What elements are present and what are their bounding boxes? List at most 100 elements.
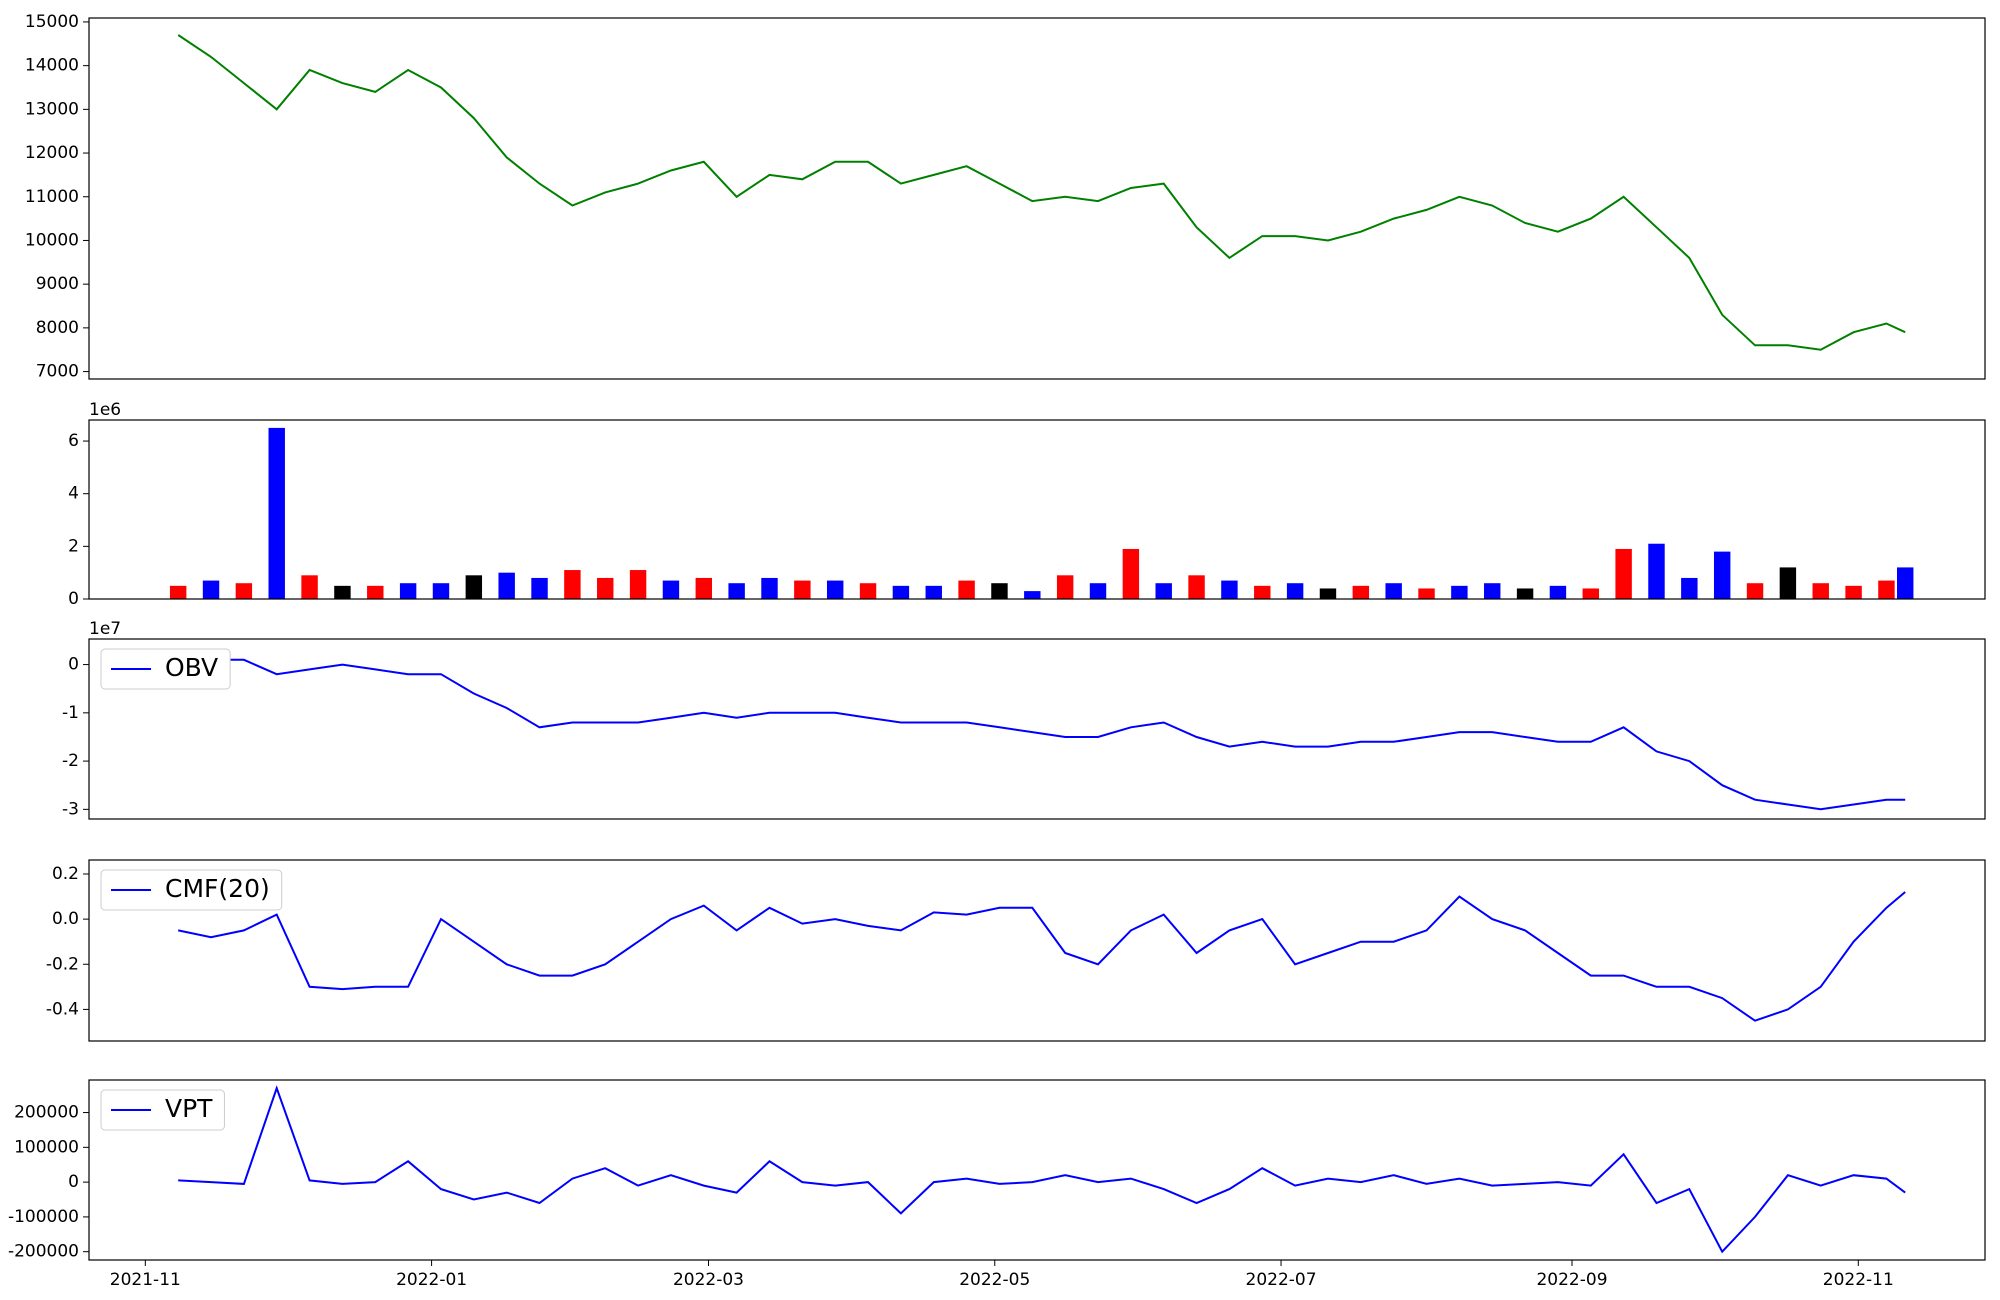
- bar: [1484, 583, 1501, 599]
- bar: [1812, 583, 1829, 599]
- bar: [1897, 567, 1914, 599]
- bar: [268, 427, 285, 599]
- y-tick-label: 100000: [14, 1137, 79, 1157]
- bar: [235, 583, 253, 599]
- bar: [531, 577, 548, 599]
- bar: [728, 583, 745, 599]
- bar: [432, 583, 450, 599]
- bar: [1648, 543, 1665, 599]
- bar: [1582, 588, 1599, 599]
- series-line: [177, 891, 1906, 1022]
- legend-label: CMF(20): [165, 874, 270, 903]
- y-tick-label: 8000: [36, 318, 79, 338]
- x-tick-label: 2022-03: [673, 1270, 744, 1290]
- bar: [1089, 583, 1107, 599]
- y-tick-label: 0: [68, 589, 79, 609]
- y-tick-label: 6: [68, 431, 79, 451]
- y-tick-label: 15000: [25, 12, 79, 32]
- y-tick-label: -0.4: [46, 999, 79, 1019]
- offset-label: 1e7: [89, 619, 121, 639]
- series-line: [177, 649, 1906, 811]
- bar: [367, 585, 384, 599]
- bar: [1155, 583, 1172, 599]
- y-tick-label: 0.2: [52, 864, 79, 884]
- bar: [859, 583, 877, 599]
- bar: [695, 577, 713, 599]
- legend-box: [100, 1089, 225, 1131]
- bar: [597, 577, 614, 599]
- legend-label: OBV: [165, 653, 218, 682]
- y-tick-label: 12000: [25, 143, 79, 163]
- bar: [1681, 577, 1698, 599]
- y-tick-label: -2: [62, 751, 79, 771]
- x-tick-label: 2022-07: [1246, 1270, 1317, 1290]
- bar: [301, 575, 318, 599]
- bar: [202, 580, 220, 599]
- bar: [826, 580, 844, 599]
- bar: [1122, 548, 1140, 599]
- plot-frame: [88, 1079, 1986, 1261]
- bar: [1779, 567, 1797, 599]
- y-tick-label: 11000: [25, 187, 79, 207]
- bar: [1286, 583, 1304, 599]
- y-tick-label: 0.0: [52, 909, 79, 929]
- bar: [498, 572, 515, 599]
- plot-frame: [88, 859, 1986, 1042]
- plot-frame: [88, 419, 1986, 600]
- legend-box: [100, 648, 231, 690]
- x-tick-label: 2022-11: [1823, 1270, 1894, 1290]
- bar: [1451, 585, 1468, 599]
- x-tick-label: 2022-09: [1536, 1270, 1607, 1290]
- bar: [1056, 575, 1074, 599]
- bar: [761, 577, 778, 599]
- bar: [794, 580, 811, 599]
- bar: [1319, 588, 1337, 599]
- plot-frame: [88, 638, 1986, 820]
- bar: [1188, 575, 1205, 599]
- bar: [169, 585, 187, 599]
- y-tick-label: 10000: [25, 230, 79, 250]
- bar: [892, 585, 910, 599]
- y-tick-label: 9000: [36, 274, 79, 294]
- y-tick-label: 2: [68, 536, 79, 556]
- y-tick-label: 14000: [25, 56, 79, 76]
- y-tick-label: 7000: [36, 362, 79, 382]
- y-tick-label: -1: [62, 703, 79, 723]
- y-tick-label: 4: [68, 484, 79, 504]
- y-tick-label: 0: [68, 655, 79, 675]
- bar: [334, 585, 351, 599]
- bar: [1615, 548, 1632, 599]
- bar: [1878, 580, 1895, 599]
- bar: [1845, 585, 1862, 599]
- x-tick-label: 2022-01: [396, 1270, 467, 1290]
- bar: [991, 583, 1008, 599]
- y-tick-label: 13000: [25, 99, 79, 119]
- y-tick-label: -0.2: [46, 954, 79, 974]
- bar: [1352, 585, 1370, 599]
- bar: [465, 575, 483, 599]
- y-tick-label: 0: [68, 1172, 79, 1192]
- plot-frame: [88, 17, 1986, 380]
- y-tick-label: 200000: [14, 1103, 79, 1123]
- bar: [1418, 588, 1435, 599]
- y-tick-label: -100000: [8, 1207, 79, 1227]
- bar: [399, 583, 417, 599]
- bar: [958, 580, 975, 599]
- bar: [564, 570, 581, 599]
- series-line: [177, 34, 1906, 351]
- bar: [1516, 588, 1534, 599]
- series-line: [178, 1085, 1906, 1254]
- bar: [1254, 585, 1271, 599]
- bar: [1746, 583, 1764, 599]
- x-tick-label: 2022-05: [959, 1270, 1030, 1290]
- bar: [1221, 580, 1238, 599]
- y-tick-label: -3: [62, 799, 79, 819]
- legend-label: VPT: [165, 1094, 213, 1123]
- legend-box: [100, 869, 283, 911]
- bar: [925, 585, 942, 599]
- bar: [1713, 551, 1731, 599]
- bar: [1549, 585, 1567, 599]
- y-tick-label: -200000: [8, 1242, 79, 1262]
- bar: [1385, 583, 1402, 599]
